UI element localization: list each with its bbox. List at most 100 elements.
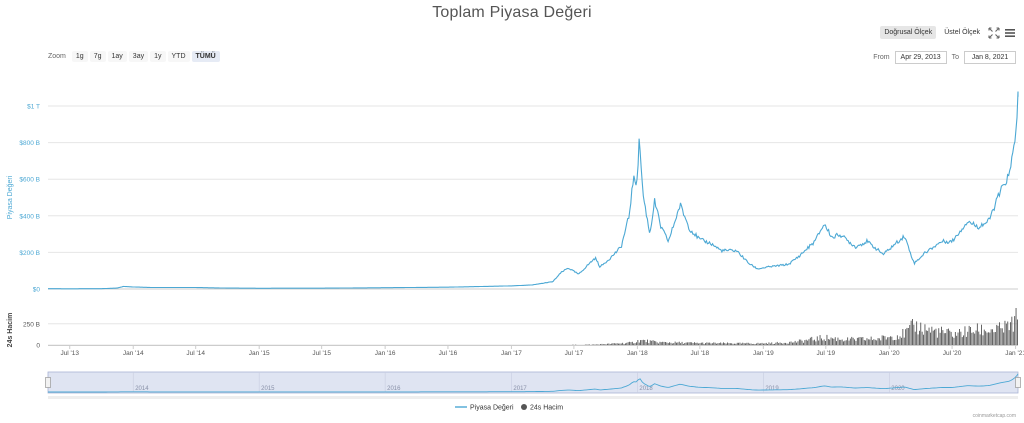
volume-bar xyxy=(694,342,695,345)
volume-bar xyxy=(597,344,599,345)
y-tick-label: $1 T xyxy=(27,104,40,111)
log-scale-button[interactable]: Üstel Ölçek xyxy=(944,29,980,36)
volume-bar xyxy=(1004,320,1006,345)
volume-bar xyxy=(743,343,745,345)
navigator-left-handle[interactable] xyxy=(45,377,51,388)
volume-bar xyxy=(989,332,991,345)
volume-bar xyxy=(960,331,962,345)
volume-bar xyxy=(587,344,589,345)
volume-bar xyxy=(676,342,677,345)
volume-bar xyxy=(967,331,969,345)
volume-bar xyxy=(865,340,866,345)
volume-bar xyxy=(709,342,711,345)
zoom-1y-button[interactable]: 1y xyxy=(150,51,166,62)
volume-bar xyxy=(823,339,825,345)
volume-bar xyxy=(729,343,731,345)
legend-volume-label: 24s Hacim xyxy=(530,405,563,412)
navigator-tick-label: 2020 xyxy=(891,386,905,392)
volume-bar xyxy=(710,343,712,345)
volume-bar xyxy=(858,337,860,345)
menu-icon[interactable] xyxy=(1004,27,1016,39)
volume-bar xyxy=(616,343,618,345)
volume-bar xyxy=(763,343,764,345)
navigator-tick-label: 2017 xyxy=(513,386,527,392)
y-axis-title: Piyasa Değeri xyxy=(7,175,14,219)
volume-bar xyxy=(925,330,927,345)
volume-bar xyxy=(625,343,626,345)
navigator-series-line xyxy=(48,373,1019,393)
navigator-tick-label: 2014 xyxy=(135,386,149,392)
volume-bar xyxy=(742,342,744,345)
volume-bar xyxy=(936,337,938,345)
volume-bar xyxy=(942,330,944,345)
linear-scale-button[interactable]: Doğrusal Ölçek xyxy=(880,26,937,39)
volume-bar xyxy=(878,338,880,345)
volume-bar xyxy=(750,343,752,345)
volume-bar xyxy=(636,342,637,345)
volume-bar xyxy=(930,332,931,345)
volume-bar xyxy=(833,338,835,345)
x-tick-label: Jan '15 xyxy=(249,350,270,357)
volume-bar xyxy=(723,342,724,345)
zoom-1ay-button[interactable]: 1ay xyxy=(107,51,127,62)
volume-bar xyxy=(778,343,780,345)
range-from-input[interactable]: Apr 29, 2013 xyxy=(894,51,947,64)
volume-bar xyxy=(767,344,768,345)
navigator-right-handle[interactable] xyxy=(1015,377,1021,388)
volume-bar xyxy=(862,337,864,345)
volume-bar xyxy=(999,322,1000,345)
volume-bar xyxy=(764,343,766,345)
volume-bar xyxy=(1015,308,1017,345)
zoom-ytd-button[interactable]: YTD xyxy=(167,51,190,62)
volume-bar xyxy=(629,341,630,345)
volume-bar xyxy=(747,342,749,345)
volume-bar xyxy=(644,340,646,345)
volume-bar xyxy=(696,342,698,345)
zoom-all-button[interactable]: TÜMÜ xyxy=(191,51,220,62)
zoom-3ay-button[interactable]: 3ay xyxy=(128,51,149,62)
volume-bar xyxy=(832,338,833,345)
volume-bar xyxy=(655,341,657,345)
y-tick-label: $800 B xyxy=(19,140,40,147)
navigator-window xyxy=(47,371,1019,394)
fullscreen-icon[interactable] xyxy=(988,26,1000,39)
volume-bar xyxy=(706,342,708,345)
volume-bar xyxy=(981,324,982,345)
volume-series-bars xyxy=(572,308,1018,345)
volume-bar xyxy=(720,342,722,345)
volume-bar xyxy=(895,339,897,345)
volume-bar xyxy=(638,342,640,345)
volume-bar xyxy=(707,342,709,345)
volume-bar xyxy=(949,330,951,345)
x-tick-label: Jul '19 xyxy=(816,350,835,357)
volume-bar xyxy=(982,335,984,345)
volume-bar xyxy=(792,342,793,345)
zoom-7g-button[interactable]: 7g xyxy=(89,51,106,62)
volume-bar xyxy=(890,336,891,345)
volume-bar xyxy=(917,334,919,345)
volume-bar xyxy=(866,338,868,345)
x-tick-label: Jul '20 xyxy=(943,350,962,357)
volume-bar xyxy=(665,342,666,345)
volume-bar xyxy=(957,332,959,345)
zoom-1g-button[interactable]: 1g xyxy=(71,51,88,62)
volume-bar xyxy=(914,331,916,345)
y-tick-label: $400 B xyxy=(19,213,40,220)
volume-bar xyxy=(634,343,636,345)
volume-bar xyxy=(783,342,785,345)
volume-bar xyxy=(611,343,613,345)
volume-bar xyxy=(682,343,684,345)
x-tick-label: Jul '13 xyxy=(60,350,79,357)
volume-bar xyxy=(601,343,603,345)
x-tick-label: Jan '14 xyxy=(123,350,144,357)
volume-bar xyxy=(594,344,596,345)
volume-bar xyxy=(738,342,739,345)
volume-bar xyxy=(774,343,775,345)
volume-bar xyxy=(872,340,873,345)
volume-bar xyxy=(1005,323,1007,345)
volume-bar xyxy=(790,341,792,345)
volume-bar xyxy=(934,329,935,345)
volume-bar xyxy=(775,342,777,345)
range-to-input[interactable]: Jan 8, 2021 xyxy=(964,51,1016,64)
